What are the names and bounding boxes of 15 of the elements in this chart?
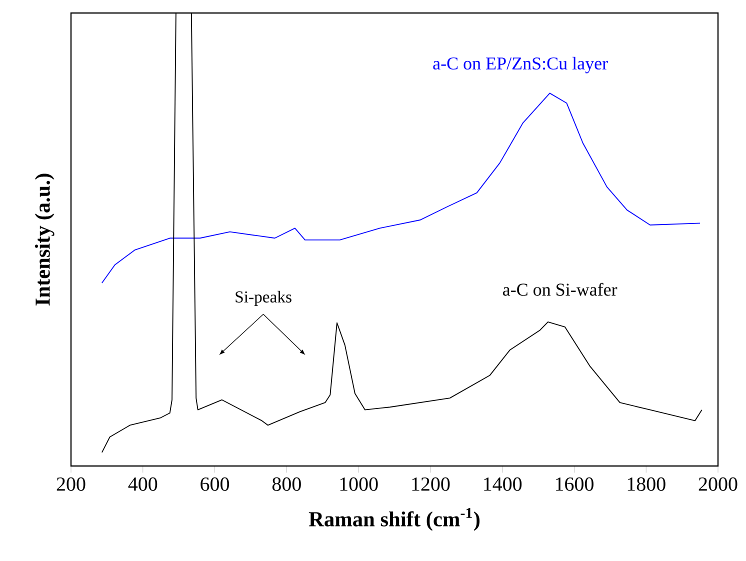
- x-axis-title: Raman shift (cm$^{-1}$): [308, 508, 480, 531]
- x-tick-label: 600: [200, 477, 230, 491]
- x-tick-label: 1200: [412, 477, 450, 491]
- x-tick-label: 400: [128, 477, 158, 491]
- x-tick-label: 1600: [556, 477, 594, 491]
- y-axis-title: Intensity (a.u.): [34, 174, 54, 306]
- x-tick-label: 200: [56, 477, 86, 491]
- x-tick-label: 1800: [628, 477, 666, 491]
- x-tick-label: 1400: [484, 477, 522, 491]
- series-label: a-C on Si-wafer: [502, 282, 618, 296]
- x-tick-label: 1000: [340, 477, 378, 491]
- x-tick-label: 800: [272, 477, 301, 491]
- x-tick-label: 2000: [698, 477, 738, 491]
- text: a-C on EP/ZnS:Cu layer: [433, 56, 608, 74]
- annotation: Si-peaks: [236, 290, 292, 306]
